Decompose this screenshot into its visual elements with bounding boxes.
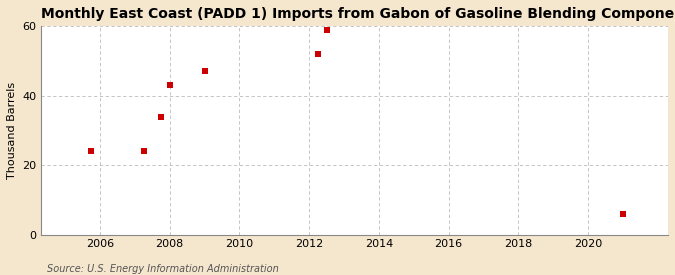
Point xyxy=(313,52,323,56)
Text: Source: U.S. Energy Information Administration: Source: U.S. Energy Information Administ… xyxy=(47,264,279,274)
Point xyxy=(321,28,332,32)
Point xyxy=(618,211,628,216)
Point xyxy=(199,69,210,74)
Point xyxy=(86,149,97,153)
Point xyxy=(164,83,175,87)
Y-axis label: Thousand Barrels: Thousand Barrels xyxy=(7,82,17,179)
Point xyxy=(156,114,167,119)
Point xyxy=(138,149,149,153)
Text: Monthly East Coast (PADD 1) Imports from Gabon of Gasoline Blending Components: Monthly East Coast (PADD 1) Imports from… xyxy=(40,7,675,21)
